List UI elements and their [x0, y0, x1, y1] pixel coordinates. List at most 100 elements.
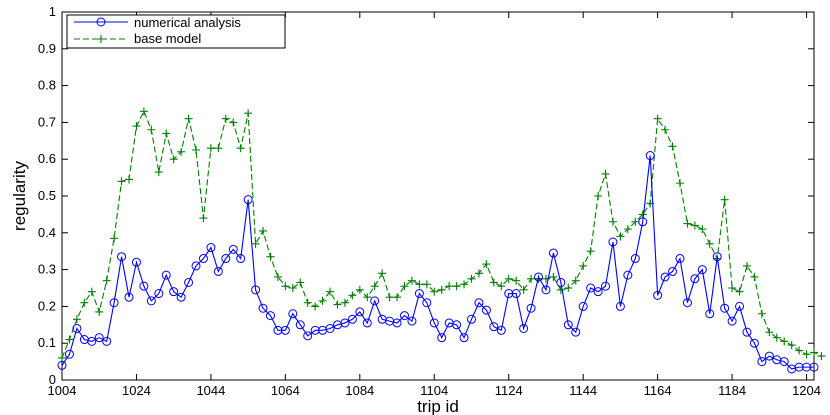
data-point	[809, 362, 819, 372]
data-point	[556, 285, 565, 294]
data-point	[534, 272, 544, 282]
data-point	[296, 278, 305, 287]
data-point	[400, 311, 409, 321]
y-tick-label: 0.1	[38, 335, 56, 350]
data-point	[65, 335, 74, 344]
y-tick-label: 0.9	[38, 41, 56, 56]
data-point	[445, 282, 454, 291]
data-point	[779, 357, 789, 367]
data-point	[94, 333, 104, 343]
data-point	[244, 109, 253, 118]
data-point	[318, 296, 327, 305]
legend-label-numerical-analysis: numerical analysis	[134, 15, 241, 30]
series-base-model	[58, 107, 826, 362]
data-point	[750, 272, 759, 281]
data-point	[593, 287, 603, 297]
data-point	[199, 214, 208, 223]
data-point	[385, 293, 394, 302]
data-point	[802, 362, 812, 372]
data-point	[615, 301, 625, 311]
data-point	[229, 118, 238, 127]
data-point	[154, 289, 164, 299]
data-point	[392, 318, 402, 328]
data-point	[198, 254, 208, 264]
data-point	[437, 285, 446, 294]
data-point	[72, 315, 81, 324]
data-point	[340, 318, 350, 328]
data-point	[236, 144, 245, 153]
data-point	[720, 195, 729, 204]
data-point	[460, 280, 469, 289]
data-point	[787, 341, 796, 350]
data-point	[660, 272, 670, 282]
data-point	[682, 298, 692, 308]
data-point	[139, 281, 149, 291]
data-point	[571, 327, 581, 337]
data-point	[213, 266, 223, 276]
data-point	[80, 298, 89, 307]
data-point	[780, 337, 789, 346]
data-point	[511, 289, 521, 299]
data-point	[482, 260, 491, 269]
y-tick-label: 0	[49, 372, 56, 387]
data-point	[340, 298, 349, 307]
data-point	[407, 316, 417, 326]
data-point	[117, 177, 126, 186]
data-point	[489, 278, 498, 287]
data-point	[497, 282, 506, 291]
x-tick-label: 1144	[569, 383, 597, 398]
data-point	[370, 296, 380, 306]
data-point	[362, 318, 372, 328]
data-point	[638, 217, 648, 227]
data-point	[668, 266, 678, 276]
data-point	[749, 338, 759, 348]
data-point	[243, 195, 253, 205]
data-point	[757, 309, 766, 318]
data-point	[727, 316, 737, 326]
data-point	[504, 274, 513, 283]
data-point	[310, 325, 320, 335]
x-tick-label: 1164	[644, 383, 672, 398]
data-point	[690, 221, 699, 230]
data-point	[147, 125, 156, 134]
data-point	[333, 300, 342, 309]
data-point	[630, 254, 640, 264]
data-point	[58, 353, 66, 362]
data-point	[489, 322, 499, 332]
data-point	[661, 125, 670, 134]
data-point	[623, 225, 632, 234]
x-axis: 1004 1024 1044 1064 1084 1104 1124 1144 1164 1184…	[48, 12, 821, 398]
data-point	[429, 318, 439, 328]
data-point	[311, 302, 320, 311]
data-point	[705, 309, 715, 319]
data-point	[57, 360, 67, 370]
data-point	[794, 362, 804, 372]
data-point	[414, 289, 424, 299]
data-point	[675, 179, 684, 188]
x-tick-label: 1004	[48, 383, 77, 398]
plot-area	[61, 11, 815, 381]
y-tick-label: 0.7	[38, 114, 56, 129]
data-point	[705, 239, 714, 248]
data-point	[407, 276, 416, 285]
data-point	[720, 303, 730, 313]
data-point	[571, 276, 580, 285]
data-point	[452, 282, 461, 291]
data-point	[400, 282, 409, 291]
data-point	[594, 192, 603, 200]
data-point	[347, 314, 357, 324]
x-tick-label: 1024	[122, 383, 151, 398]
data-point	[474, 298, 484, 308]
data-point	[631, 217, 640, 226]
data-point	[757, 357, 767, 367]
data-point	[608, 217, 617, 226]
y-axis: 0 0.1 0.2 0.3 0.4 0.5 0.6 0.7 0.8 0.9 1	[38, 4, 814, 387]
data-point	[64, 349, 74, 359]
data-point	[675, 254, 685, 264]
data-point	[125, 175, 134, 184]
x-tick-label: 1184	[718, 383, 746, 398]
data-point	[645, 151, 655, 161]
data-point	[697, 265, 707, 275]
data-point	[176, 292, 186, 302]
data-point	[527, 274, 536, 283]
